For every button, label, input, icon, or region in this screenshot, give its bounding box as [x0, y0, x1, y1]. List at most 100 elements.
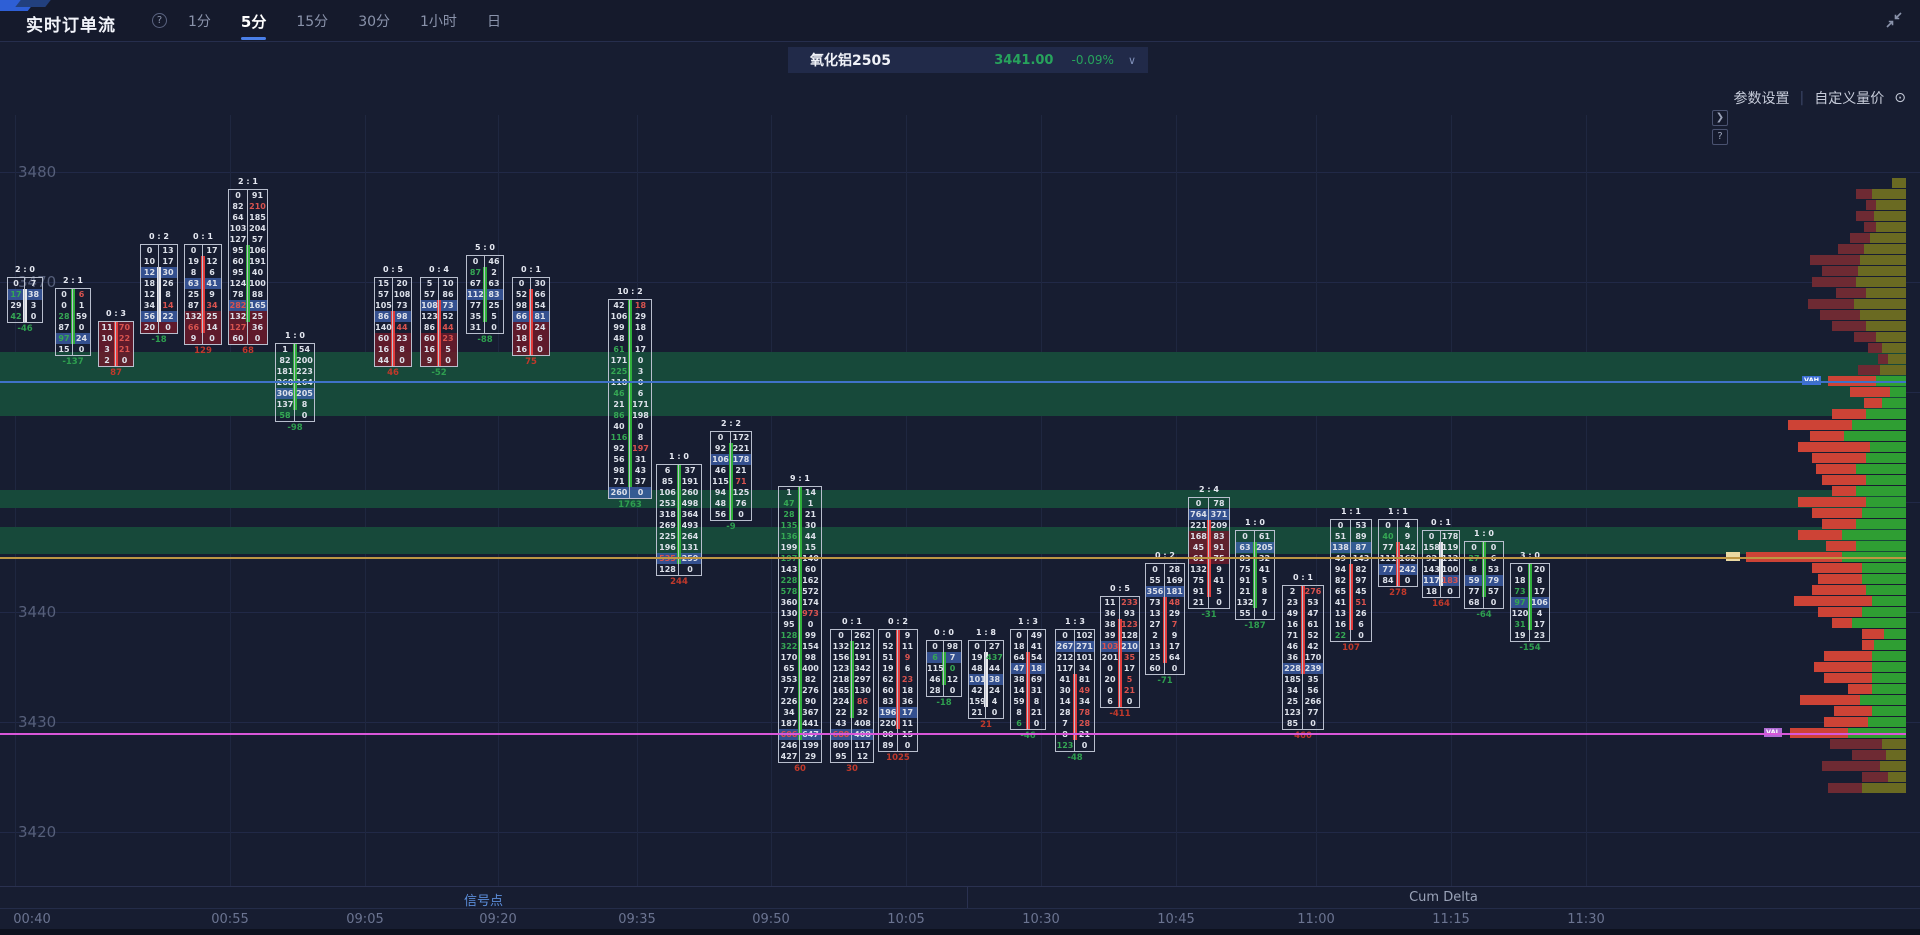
bid-cell: 56 [141, 310, 159, 322]
volume-profile-bar [1838, 244, 1906, 254]
profile-sell-segment [1864, 398, 1882, 408]
help-panel-button[interactable]: ? [1712, 129, 1728, 145]
ask-cell: 25 [488, 300, 500, 310]
bid-cell: 117 [1423, 574, 1441, 586]
timeframe-tab-1[interactable]: 5分 [239, 1, 268, 42]
chevron-down-icon[interactable]: ∨ [1127, 53, 1136, 67]
ask-cell: 197 [632, 443, 649, 453]
candle-wick [850, 640, 854, 718]
footprint-row: 49 47 [1283, 607, 1323, 619]
column-delta: -88 [477, 334, 493, 345]
footprint-row: 16 61 [1283, 618, 1323, 630]
help-icon[interactable]: ? [152, 13, 167, 28]
footprint-row: 92 221 [711, 442, 751, 454]
candle-wick [293, 343, 297, 410]
bid-cell: 18 [1011, 640, 1028, 652]
footprint-row: 116 8 [609, 431, 651, 443]
column-delta: -411 [1109, 708, 1131, 719]
settings-gear-icon[interactable]: ⊙ [1894, 90, 1906, 106]
profile-buy-segment [1856, 277, 1906, 287]
ask-cell: 49 [1078, 685, 1091, 695]
footprint-header: 0 : 0 [934, 627, 954, 637]
bid-cell: 120 [1511, 607, 1530, 619]
profile-buy-segment [1866, 288, 1906, 298]
bid-cell: 44 [375, 354, 393, 366]
cum-delta-pane-label[interactable]: Cum Delta [1409, 890, 1478, 905]
ask-cell: 31 [1030, 685, 1043, 695]
symbol-header[interactable]: 氧化铝2505 3441.00 -0.09% ∨ [788, 47, 1148, 73]
bid-cell: 65 [779, 662, 800, 674]
ask-cell: 81 [534, 311, 546, 321]
expand-panel-button[interactable]: ❯ [1712, 110, 1728, 126]
timeframe-tab-3[interactable]: 30分 [358, 14, 391, 30]
timeframe-tab-5[interactable]: 日 [486, 14, 501, 30]
footprint-row: 21 8 [1236, 585, 1274, 597]
profile-sell-segment [1850, 387, 1890, 397]
profile-sell-segment [1856, 189, 1872, 199]
profile-buy-segment [1882, 343, 1906, 353]
footprint-row: 64 185 [229, 211, 267, 223]
bid-cell: 38 [1101, 618, 1120, 630]
bid-cell: 42 [609, 299, 630, 311]
ask-cell: 5 [491, 311, 497, 321]
bid-cell: 95 [229, 266, 248, 278]
timeframe-tab-0[interactable]: 1分 [188, 14, 211, 30]
footprint-row: 85 191 [657, 475, 701, 487]
ask-cell: 0 [637, 421, 644, 431]
bid-cell: 46 [1283, 640, 1303, 652]
ask-cell: 34 [1078, 663, 1091, 673]
custom-volume-price-button[interactable]: 自定义量价 [1814, 91, 1885, 107]
footprint-row: 220 11 [879, 717, 917, 729]
bid-cell: 322 [779, 640, 800, 652]
ask-cell: 66 [534, 289, 546, 299]
candle-wick [23, 288, 27, 322]
signal-pane-label[interactable]: 信号点 [463, 894, 503, 909]
timeframe-tab-4[interactable]: 1小时 [420, 14, 457, 30]
ask-cell: 5 [1126, 674, 1133, 684]
ask-cell: 174 [802, 597, 819, 607]
bid-cell: 5 [421, 277, 439, 289]
bid-cell: 170 [779, 651, 800, 663]
bid-cell: 2 [1283, 585, 1303, 597]
footprint-row: 87 2 [467, 266, 503, 278]
bid-cell: 103 [1101, 640, 1120, 652]
ask-cell: 77 [1307, 707, 1319, 717]
ask-cell: 25 [251, 311, 264, 321]
ask-cell: 400 [802, 663, 819, 673]
footprint-row: 46 6 [609, 387, 651, 399]
footprint-row: 25 266 [1283, 695, 1323, 707]
column-delta: -71 [1157, 675, 1173, 686]
footprint-row: 105 73 [375, 299, 411, 311]
profile-buy-segment [1876, 200, 1906, 210]
ask-cell: 106 [1531, 597, 1548, 607]
bid-cell: 196 [879, 706, 898, 718]
column-delta: 46 [387, 367, 399, 378]
bid-cell: 143 [779, 563, 800, 575]
ask-cell: 61 [1307, 619, 1319, 629]
ask-cell: 17 [901, 707, 914, 717]
bid-cell: 318 [657, 508, 679, 520]
footprint-chart[interactable]: 34803470346034503440343034202 : 00717382… [0, 42, 1920, 886]
bid-cell: 13 [1146, 640, 1165, 652]
ask-cell: 12 [206, 256, 218, 266]
timeframe-tab-2[interactable]: 15分 [296, 14, 329, 30]
collapse-expand-icon[interactable] [1884, 10, 1904, 30]
footprint-header: 0 : 1 [842, 616, 862, 626]
ask-cell: 233 [1121, 597, 1138, 607]
params-settings-button[interactable]: 参数设置 [1733, 91, 1790, 107]
footprint-header: 0 : 1 [1431, 517, 1451, 527]
footprint-row: 0 49 [1011, 629, 1045, 641]
bid-cell: 92 [609, 442, 630, 454]
bid-cell: 18 [513, 332, 531, 344]
ask-cell: 38 [988, 674, 1001, 684]
footprint-row: 12 8 [141, 288, 177, 300]
footprint-row: 42 24 [969, 684, 1003, 696]
bid-cell: 60 [229, 332, 248, 344]
bid-cell: 124 [229, 277, 248, 289]
ask-cell: 7 [30, 278, 37, 288]
volume-profile-bar [1832, 486, 1906, 496]
ask-cell: 54 [534, 300, 546, 310]
footprint-row: 86 198 [609, 409, 651, 421]
column-delta: -187 [1244, 620, 1266, 631]
